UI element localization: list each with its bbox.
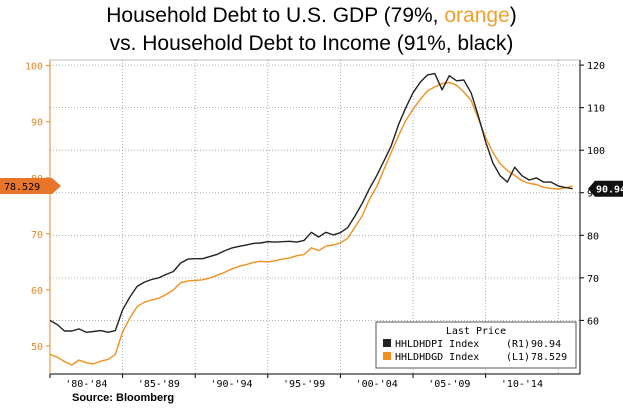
chart-title-line-1: Household Debt to U.S. GDP (79%, orange): [0, 4, 623, 28]
legend-title: Last Price: [446, 326, 506, 337]
right-axis-tick-label: 100: [587, 146, 605, 157]
legend-label: HHLDHDPI Index: [395, 339, 479, 350]
left-axis-tick-label: 50: [31, 342, 43, 353]
legend-axis: (R1): [506, 339, 530, 350]
x-axis-tick-label: '05-'09: [428, 379, 470, 390]
legend-swatch: [383, 352, 391, 360]
x-axis-tick-label: '10-'14: [501, 379, 543, 390]
right-axis-tick-label: 110: [587, 104, 605, 115]
legend-axis: (L1): [506, 352, 530, 363]
left-axis-tick-label: 70: [31, 230, 43, 241]
right-axis-tick-label: 70: [587, 274, 599, 285]
x-axis-tick-label: '90-'94: [210, 379, 252, 390]
legend-box: [375, 321, 577, 369]
left-axis-tick-label: 60: [31, 286, 43, 297]
right-axis-tick-label: 60: [587, 316, 599, 327]
title-prefix: Household Debt to U.S. GDP (79%,: [106, 4, 445, 27]
source-note: Source: Bloomberg: [72, 392, 175, 404]
left-axis-tick-label: 90: [31, 118, 43, 129]
right-last-price-value: 90.94: [596, 185, 623, 196]
left-last-price-value: 78.529: [4, 182, 40, 193]
left-axis-tick-label: 100: [25, 62, 43, 73]
title-orange-word: orange: [444, 4, 510, 27]
legend-swatch: [383, 339, 391, 347]
title-suffix: ): [509, 4, 517, 27]
legend-value: 78.529: [531, 352, 567, 363]
x-axis-tick-label: '95-'99: [283, 379, 325, 390]
left-last-price-tag: [0, 177, 61, 194]
x-axis-tick-label: '80-'84: [65, 379, 107, 390]
x-axis-tick-label: '85-'89: [138, 379, 180, 390]
series-line-hhldhdpi-index: [49, 72, 573, 333]
series-line-hhldhdgd-index: [49, 81, 573, 366]
right-axis-tick-label: 80: [587, 231, 599, 242]
legend-value: 90.94: [531, 339, 561, 350]
x-axis-tick-label: '00-'04: [356, 379, 398, 390]
chart-title-line-2: vs. Household Debt to Income (91%, black…: [109, 32, 514, 55]
right-last-price-tag: [588, 180, 623, 197]
right-axis-tick-label: 120: [587, 61, 605, 72]
legend-label: HHLDHDGD Index: [395, 352, 479, 363]
